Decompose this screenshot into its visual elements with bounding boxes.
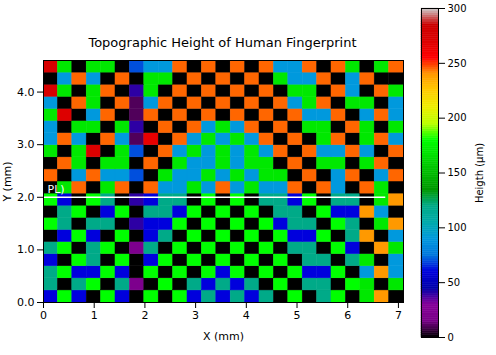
svg-text:7: 7 (395, 309, 402, 322)
svg-text:5: 5 (294, 309, 301, 322)
svg-text:1.0: 1.0 (17, 243, 35, 256)
svg-text:0: 0 (448, 332, 454, 343)
svg-text:300: 300 (448, 3, 467, 14)
svg-text:0.0: 0.0 (17, 296, 35, 309)
svg-text:3.0: 3.0 (17, 138, 35, 151)
svg-text:PL): PL) (48, 183, 65, 196)
svg-text:X (mm): X (mm) (203, 330, 244, 343)
svg-text:100: 100 (448, 222, 467, 233)
svg-text:6: 6 (344, 309, 351, 322)
svg-text:250: 250 (448, 58, 467, 69)
svg-text:4.0: 4.0 (17, 86, 35, 99)
svg-text:1: 1 (91, 309, 98, 322)
svg-text:50: 50 (448, 277, 461, 288)
svg-text:0: 0 (40, 309, 47, 322)
svg-text:150: 150 (448, 167, 467, 178)
svg-text:2: 2 (141, 309, 148, 322)
svg-text:3: 3 (192, 309, 199, 322)
svg-text:4: 4 (243, 309, 250, 322)
svg-text:Heigth (μm): Heigth (μm) (474, 143, 485, 203)
html-text:Topographic Height of Human Fi: Topographic Height of Human Fingerprint (88, 35, 357, 50)
svg-text:Y (mm): Y (mm) (1, 161, 14, 202)
svg-text:2.0: 2.0 (17, 191, 35, 204)
svg-text:200: 200 (448, 112, 467, 123)
